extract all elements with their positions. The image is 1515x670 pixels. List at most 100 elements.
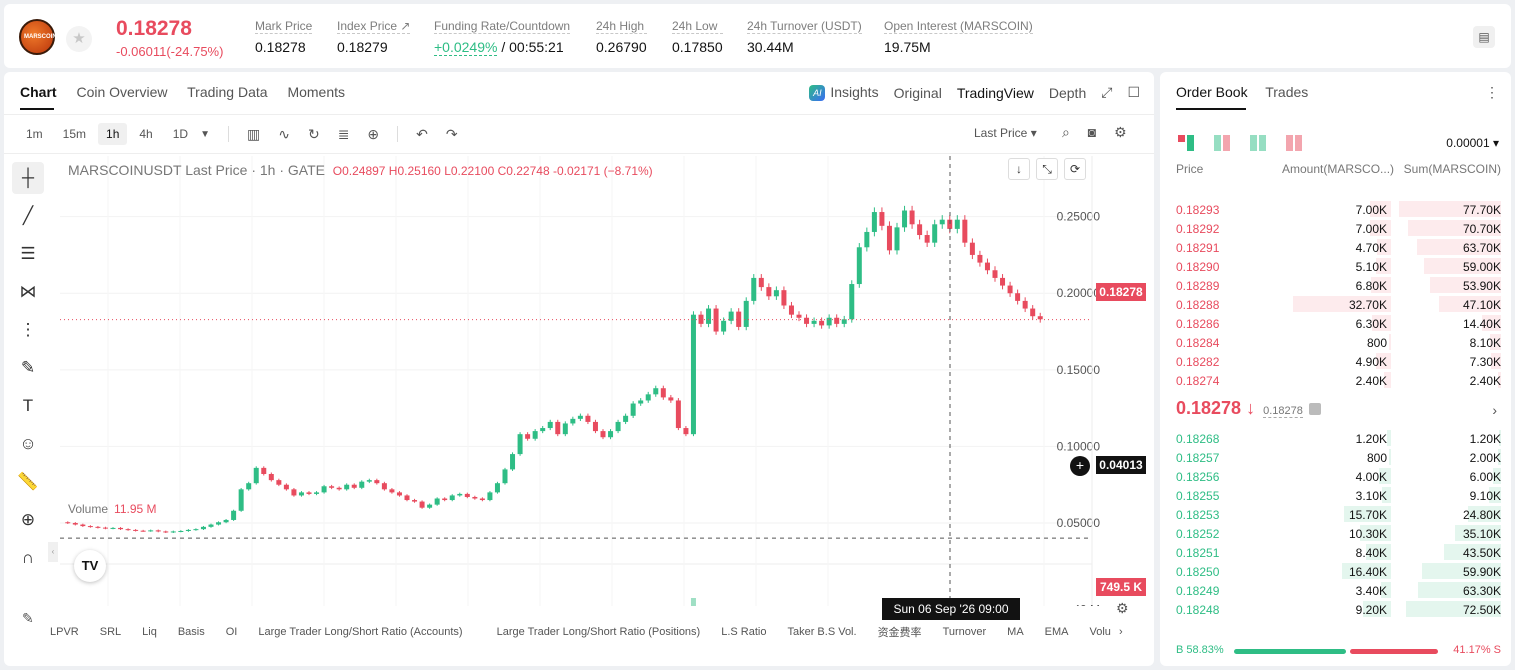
tab-trading-data[interactable]: Trading Data [187,84,268,100]
emoji-icon[interactable]: ☺ [19,434,37,453]
ask-row[interactable]: 0.18289 6.80K 53.90K [1160,276,1511,295]
interval-1d[interactable]: 1D [172,127,189,141]
view-depth[interactable]: Depth [1048,84,1087,101]
chevron-right-icon[interactable]: › [1118,626,1123,638]
indicator-large-trader-accounts[interactable]: Large Trader Long/Short Ratio (Accounts) [258,626,463,638]
pencil-icon[interactable]: ✎ [22,610,34,626]
zoom-icon[interactable]: ⊕ [20,510,36,529]
indicator-volume[interactable]: Volu [1089,626,1111,638]
bid-row[interactable]: 0.18268 1.20K 1.20K [1160,429,1511,448]
horizontal-lines-icon[interactable]: ☰ [20,244,36,263]
indicators-icon[interactable]: ∿ [278,125,290,142]
magnet-icon[interactable]: ∩ [21,548,35,567]
indicator-taker-bs-vol[interactable]: Taker B.S Vol. [787,626,857,638]
ruler-icon[interactable]: 📏 [17,472,39,491]
indicator-basis[interactable]: Basis [177,626,205,638]
layout-split-icon[interactable] [1214,135,1230,151]
bid-row[interactable]: 0.18257 800 2.00K [1160,448,1511,467]
undo-icon[interactable]: ↶ [416,125,428,142]
candle-type-icon[interactable]: ▥ [246,125,261,142]
favorite-star-icon[interactable]: ★ [66,26,92,52]
tab-order-book[interactable]: Order Book [1176,84,1248,100]
bid-row[interactable]: 0.18255 3.10K 9.10K [1160,486,1511,505]
interval-dropdown-icon[interactable]: ▼ [200,128,210,140]
layout-both-icon[interactable] [1178,135,1194,151]
indicator-ma[interactable]: MA [1007,626,1024,638]
pattern-icon[interactable]: ⋈ [19,282,37,301]
ask-row[interactable]: 0.18282 4.90K 7.30K [1160,352,1511,371]
ask-row[interactable]: 0.18284 800 8.10K [1160,333,1511,352]
ask-row[interactable]: 0.18288 32.70K 47.10K [1160,295,1511,314]
indicator-liq[interactable]: Liq [142,626,157,638]
tab-chart[interactable]: Chart [20,84,57,100]
price-type-select[interactable]: Last Price ▾ [974,126,1037,140]
bid-row[interactable]: 0.18250 16.40K 59.90K [1160,562,1511,581]
tab-trades[interactable]: Trades [1265,84,1309,100]
price-chart[interactable]: 0.250000.200000.150000.100000.0500012:00… [60,156,1100,606]
fib-icon[interactable]: ⋮ [19,320,37,339]
ask-row[interactable]: 0.18292 7.00K 70.70K [1160,219,1511,238]
chart-settings-icon[interactable]: ⚙ [1116,600,1129,616]
ask-row[interactable]: 0.18286 6.30K 14.40K [1160,314,1511,333]
trendline-icon[interactable]: ╱ [22,206,34,225]
templates-icon[interactable]: ≣ [337,125,350,142]
add-indicator-icon[interactable]: ⊕ [367,125,380,142]
bid-row[interactable]: 0.18253 15.70K 24.80K [1160,505,1511,524]
active-tab-indicator [1176,108,1246,110]
amount-bar [1293,296,1391,312]
stat-index-price[interactable]: Index Price ↗ 0.18279 [337,19,411,55]
bid-row[interactable]: 0.18251 8.40K 43.50K [1160,543,1511,562]
layout-bids-icon[interactable] [1250,135,1266,151]
indicator-ls-ratio[interactable]: L.S Ratio [721,626,767,638]
indicator-turnover[interactable]: Turnover [942,626,987,638]
interval-15m[interactable]: 15m [62,127,87,141]
indicator-oi[interactable]: OI [225,626,238,638]
gear-icon[interactable]: ⚙ [1114,124,1127,140]
compare-icon[interactable]: ↻ [307,125,320,142]
indicator-funding-rate[interactable]: 资金费率 [877,627,922,639]
more-icon[interactable]: ⋮ [1485,84,1499,100]
text-icon[interactable]: T [22,396,34,415]
insights-button[interactable]: AI Insights [809,84,879,102]
bid-row[interactable]: 0.18256 4.00K 6.00K [1160,467,1511,486]
indicator-lpvr[interactable]: LPVR [50,626,79,638]
layout-asks-icon[interactable] [1286,135,1302,151]
search-icon[interactable]: ⌕ [1062,124,1070,140]
ask-row[interactable]: 0.18291 4.70K 63.70K [1160,238,1511,257]
interval-4h[interactable]: 4h [139,127,153,141]
crosshair-icon[interactable]: ┼ [12,162,44,194]
view-tradingview[interactable]: TradingView [956,84,1034,101]
collapse-chart-icon[interactable]: ⤡ [1036,158,1058,180]
interval-1h[interactable]: 1h [98,123,128,145]
chevron-right-icon[interactable]: › [1492,402,1497,418]
view-original[interactable]: Original [893,84,942,101]
notebook-icon[interactable]: ▤ [1473,26,1495,48]
crosshair-add-icon[interactable]: + [1070,456,1090,476]
interval-1m[interactable]: 1m [26,127,43,141]
precision-select[interactable]: 0.00001 ▾ [1446,136,1499,150]
orderbook-panel: Order Book Trades ⋮ 0.00001 ▾ Price Amou… [1160,72,1511,666]
bid-row[interactable]: 0.18252 10.30K 35.10K [1160,524,1511,543]
tab-moments[interactable]: Moments [287,84,346,100]
scroll-down-icon[interactable]: ↓ [1008,158,1030,180]
redo-icon[interactable]: ↷ [445,125,458,142]
bid-row[interactable]: 0.18249 3.40K 63.30K [1160,581,1511,600]
candle [193,529,199,531]
camera-icon[interactable]: ◙ [1087,124,1097,140]
ask-row[interactable]: 0.18274 2.40K 2.40K [1160,371,1511,390]
indicator-large-trader-positions[interactable]: Large Trader Long/Short Ratio (Positions… [496,626,701,638]
bid-row[interactable]: 0.18248 9.20K 72.50K [1160,600,1511,619]
ask-row[interactable]: 0.18290 5.10K 59.00K [1160,257,1511,276]
tradingview-logo-icon[interactable]: TV [74,550,106,582]
indicator-srl[interactable]: SRL [99,626,122,638]
collapse-toolbar-button[interactable]: ‹ [48,542,58,562]
ask-row[interactable]: 0.18293 7.00K 77.70K [1160,200,1511,219]
brush-icon[interactable]: ✎ [20,358,36,377]
mid-price[interactable]: 0.18278 ↓ 0.18278 [1176,398,1321,419]
indicator-ema[interactable]: EMA [1044,626,1069,638]
reload-icon[interactable]: ⟳ [1064,158,1086,180]
window-icon[interactable]: ☐ [1127,84,1140,101]
expand-icon[interactable]: ⤢ [1101,84,1113,101]
order-sum: 2.40K [1469,374,1501,388]
tab-coin-overview[interactable]: Coin Overview [76,84,168,100]
